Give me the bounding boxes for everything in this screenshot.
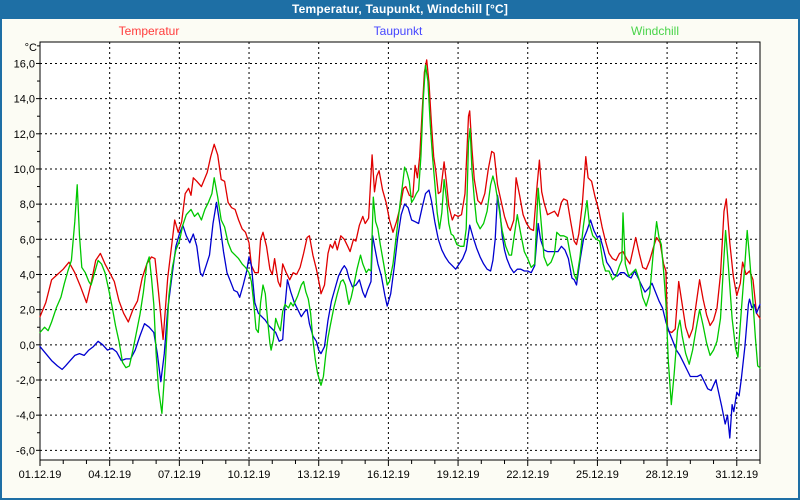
series-line-windchill xyxy=(39,64,761,415)
x-tick-label: 07.12.19 xyxy=(158,469,201,481)
y-tick-label: -4,0 xyxy=(16,410,35,422)
x-tick-label: 25.12.19 xyxy=(576,469,619,481)
window-border-right xyxy=(798,19,800,500)
legend-item-temperatur: Temperatur xyxy=(118,24,180,38)
y-tick-label: -6,0 xyxy=(16,445,35,457)
x-tick-label: 13.12.19 xyxy=(297,469,340,481)
x-tick-label: 01.12.19 xyxy=(19,469,62,481)
y-tick-label: -2,0 xyxy=(16,375,35,387)
y-tick-label: 14,0 xyxy=(14,94,35,106)
title-bar: Temperatur, Taupunkt, Windchill [°C] xyxy=(0,0,800,19)
y-tick-label: 16,0 xyxy=(14,58,35,70)
x-tick-label: 22.12.19 xyxy=(506,469,549,481)
x-tick-label: 19.12.19 xyxy=(437,469,480,481)
x-tick-label: 04.12.19 xyxy=(88,469,131,481)
x-tick-label: 10.12.19 xyxy=(228,469,271,481)
window-border-left xyxy=(0,19,2,500)
window-border-bottom xyxy=(0,498,800,500)
y-tick-label: 2,0 xyxy=(20,305,35,317)
y-axis-unit-label: °C xyxy=(25,42,37,54)
legend-item-taupunkt: Taupunkt xyxy=(373,24,423,38)
series-line-taupunkt xyxy=(39,189,761,439)
y-tick-label: 8,0 xyxy=(20,199,35,211)
x-tick-label: 28.12.19 xyxy=(646,469,689,481)
legend-item-windchill: Windchill xyxy=(630,24,680,38)
y-tick-label: 10,0 xyxy=(14,164,35,176)
y-tick-label: 12,0 xyxy=(14,129,35,141)
y-tick-label: 4,0 xyxy=(20,269,35,281)
y-tick-label: 0,0 xyxy=(20,340,35,352)
plot-frame xyxy=(39,41,761,461)
x-tick-label: 16.12.19 xyxy=(367,469,410,481)
y-tick-label: 6,0 xyxy=(20,234,35,246)
window-title: Temperatur, Taupunkt, Windchill [°C] xyxy=(291,2,509,16)
plot-area xyxy=(40,42,760,460)
x-tick-label: 31.12.19 xyxy=(715,469,758,481)
